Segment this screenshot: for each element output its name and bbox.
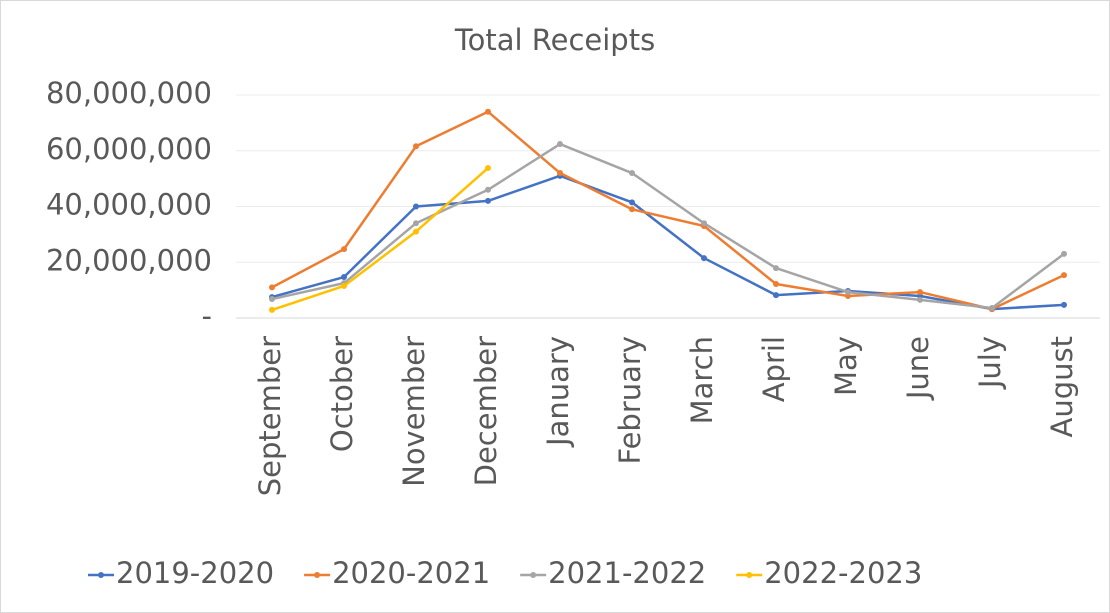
series-marker xyxy=(629,170,635,177)
y-tick-label: - xyxy=(202,299,212,333)
legend-marker xyxy=(314,572,321,578)
series-line xyxy=(271,167,489,312)
series-marker xyxy=(701,255,707,262)
x-tick-label: January xyxy=(541,336,575,448)
series-marker xyxy=(269,296,275,303)
series-marker xyxy=(557,170,563,177)
series-line xyxy=(271,174,1065,311)
x-tick-label: May xyxy=(829,336,863,396)
y-tick-label: 80,000,000 xyxy=(46,76,212,110)
series-marker xyxy=(629,199,635,206)
series-marker xyxy=(773,265,779,272)
x-tick-label: July xyxy=(973,336,1007,390)
legend-label: 2020-2021 xyxy=(332,556,490,590)
series-marker xyxy=(485,108,491,115)
legend-label: 2021-2022 xyxy=(548,556,706,590)
chart-title: Total Receipts xyxy=(454,23,655,57)
x-tick-label: October xyxy=(325,336,359,452)
series-marker xyxy=(845,289,851,296)
x-tick-label: April xyxy=(757,336,791,402)
series-marker xyxy=(485,165,491,172)
series-marker xyxy=(917,289,923,296)
legend-marker xyxy=(530,572,537,578)
x-tick-label: September xyxy=(253,336,287,496)
series-marker xyxy=(1061,250,1067,257)
x-tick-label: December xyxy=(469,336,503,486)
series-marker xyxy=(1061,272,1067,279)
series-marker xyxy=(557,141,563,148)
x-tick-label: February xyxy=(613,336,647,465)
y-tick-label: 60,000,000 xyxy=(46,132,212,166)
x-tick-label: March xyxy=(685,336,719,424)
series-marker xyxy=(413,220,419,227)
x-tick-label: November xyxy=(397,336,431,487)
y-tick-label: 40,000,000 xyxy=(46,188,212,222)
series-marker xyxy=(917,296,923,303)
series-marker xyxy=(773,280,779,287)
series-marker xyxy=(341,282,347,289)
series-marker xyxy=(773,292,779,299)
y-tick-label: 20,000,000 xyxy=(46,243,212,277)
x-tick-label: June xyxy=(901,336,935,401)
series-marker xyxy=(485,197,491,204)
legend-marker xyxy=(98,572,104,578)
series-marker xyxy=(701,220,707,227)
series-marker xyxy=(413,203,419,210)
series-marker xyxy=(989,304,995,311)
series-marker xyxy=(629,206,635,213)
series-marker xyxy=(485,186,491,193)
series-marker xyxy=(269,306,275,313)
x-tick-label: August xyxy=(1045,336,1079,438)
series-marker xyxy=(269,284,275,291)
legend-label: 2019-2020 xyxy=(116,556,274,590)
series-line xyxy=(271,110,1065,311)
series-marker xyxy=(413,143,419,150)
series-marker xyxy=(341,274,347,281)
legend-label: 2022-2023 xyxy=(764,556,922,590)
series-line xyxy=(271,142,1065,310)
series-marker xyxy=(413,228,419,235)
legend-marker xyxy=(746,572,753,578)
series-marker xyxy=(341,246,347,253)
series-marker xyxy=(1061,301,1067,308)
